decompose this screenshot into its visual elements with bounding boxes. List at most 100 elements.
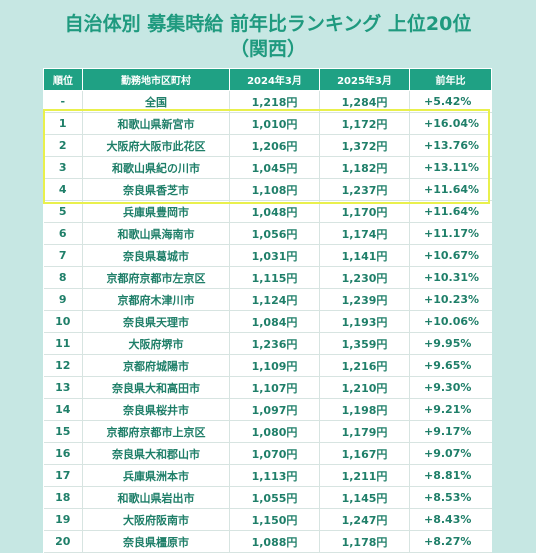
rank-cell: 18: [43, 486, 83, 509]
table-row: 2 大阪府大阪市此花区 1,206円 1,372円 +13.76%: [43, 134, 492, 157]
value-2024-cell: 1,080円: [229, 420, 320, 443]
header-rank: 順位: [43, 68, 83, 91]
value-2025-cell: 1,237円: [319, 178, 410, 201]
yoy-cell: +8.81%: [409, 464, 492, 487]
city-cell: 兵庫県洲本市: [82, 464, 230, 487]
yoy-cell: +9.21%: [409, 398, 492, 421]
table-row: 5 兵庫県豊岡市 1,048円 1,170円 +11.64%: [43, 200, 492, 223]
city-cell: 奈良県香芝市: [82, 178, 230, 201]
city-cell: 京都府城陽市: [82, 354, 230, 377]
value-2024-cell: 1,113円: [229, 464, 320, 487]
value-2025-cell: 1,210円: [319, 376, 410, 399]
page-title: 自治体別 募集時給 前年比ランキング 上位20位: [64, 13, 472, 35]
yoy-cell: +11.17%: [409, 222, 492, 245]
yoy-cell: +8.53%: [409, 486, 492, 509]
yoy-cell: +16.04%: [409, 112, 492, 135]
value-2025-cell: 1,145円: [319, 486, 410, 509]
yoy-cell: +9.17%: [409, 420, 492, 443]
rank-cell: 16: [43, 442, 83, 465]
rank-cell: 4: [43, 178, 83, 201]
rank-cell: 20: [43, 530, 83, 553]
yoy-cell: +9.30%: [409, 376, 492, 399]
rank-cell: 15: [43, 420, 83, 443]
header-2024: 2024年3月: [229, 68, 320, 91]
rank-cell: 3: [43, 156, 83, 179]
table-row: 14 奈良県桜井市 1,097円 1,198円 +9.21%: [43, 398, 492, 421]
yoy-cell: +13.76%: [409, 134, 492, 157]
value-2025-cell: 1,167円: [319, 442, 410, 465]
rank-cell: 9: [43, 288, 83, 311]
city-cell: 全国: [82, 90, 230, 113]
value-2025-cell: 1,198円: [319, 398, 410, 421]
value-2025-cell: 1,372円: [319, 134, 410, 157]
value-2024-cell: 1,084円: [229, 310, 320, 333]
value-2024-cell: 1,218円: [229, 90, 320, 113]
value-2025-cell: 1,172円: [319, 112, 410, 135]
rank-cell: 7: [43, 244, 83, 267]
table-row: 11 大阪府堺市 1,236円 1,359円 +9.95%: [43, 332, 492, 355]
rank-cell: 1: [43, 112, 83, 135]
city-cell: 和歌山県海南市: [82, 222, 230, 245]
rank-cell: 14: [43, 398, 83, 421]
yoy-cell: +10.06%: [409, 310, 492, 333]
header-2025: 2025年3月: [319, 68, 410, 91]
value-2024-cell: 1,124円: [229, 288, 320, 311]
rank-cell: 10: [43, 310, 83, 333]
yoy-cell: +8.27%: [409, 530, 492, 553]
yoy-cell: +10.31%: [409, 266, 492, 289]
city-cell: 大阪府大阪市此花区: [82, 134, 230, 157]
page-subtitle: （関西）: [229, 38, 306, 60]
ranking-table: 順位 勤務地市区町村 2024年3月 2025年3月 前年比 - 全国 1,218円…: [43, 68, 492, 553]
city-cell: 大阪府堺市: [82, 332, 230, 355]
rank-cell: 6: [43, 222, 83, 245]
value-2024-cell: 1,045円: [229, 156, 320, 179]
value-2025-cell: 1,193円: [319, 310, 410, 333]
rank-cell: -: [43, 90, 83, 113]
table-row: 17 兵庫県洲本市 1,113円 1,211円 +8.81%: [43, 464, 492, 487]
yoy-cell: +9.65%: [409, 354, 492, 377]
table-row: 15 京都府京都市上京区 1,080円 1,179円 +9.17%: [43, 420, 492, 443]
value-2024-cell: 1,236円: [229, 332, 320, 355]
value-2024-cell: 1,097円: [229, 398, 320, 421]
value-2025-cell: 1,182円: [319, 156, 410, 179]
city-cell: 奈良県大和高田市: [82, 376, 230, 399]
yoy-cell: +10.23%: [409, 288, 492, 311]
value-2025-cell: 1,178円: [319, 530, 410, 553]
value-2025-cell: 1,211円: [319, 464, 410, 487]
table-row: 18 和歌山県岩出市 1,055円 1,145円 +8.53%: [43, 486, 492, 509]
table-row: 3 和歌山県紀の川市 1,045円 1,182円 +13.11%: [43, 156, 492, 179]
rank-cell: 5: [43, 200, 83, 223]
table-row: 13 奈良県大和高田市 1,107円 1,210円 +9.30%: [43, 376, 492, 399]
table-row: 10 奈良県天理市 1,084円 1,193円 +10.06%: [43, 310, 492, 333]
value-2024-cell: 1,088円: [229, 530, 320, 553]
table-row: 12 京都府城陽市 1,109円 1,216円 +9.65%: [43, 354, 492, 377]
city-cell: 京都府京都市左京区: [82, 266, 230, 289]
table-body: - 全国 1,218円 1,284円 +5.42% 1 和歌山県新宮市 1,010円 1,172…: [43, 90, 492, 553]
value-2025-cell: 1,239円: [319, 288, 410, 311]
yoy-cell: +5.42%: [409, 90, 492, 113]
value-2024-cell: 1,107円: [229, 376, 320, 399]
city-cell: 奈良県桜井市: [82, 398, 230, 421]
table-row-national: - 全国 1,218円 1,284円 +5.42%: [43, 90, 492, 113]
yoy-cell: +13.11%: [409, 156, 492, 179]
value-2024-cell: 1,055円: [229, 486, 320, 509]
value-2024-cell: 1,048円: [229, 200, 320, 223]
rank-cell: 12: [43, 354, 83, 377]
city-cell: 奈良県葛城市: [82, 244, 230, 267]
value-2024-cell: 1,108円: [229, 178, 320, 201]
value-2025-cell: 1,174円: [319, 222, 410, 245]
city-cell: 和歌山県紀の川市: [82, 156, 230, 179]
value-2025-cell: 1,359円: [319, 332, 410, 355]
city-cell: 和歌山県新宮市: [82, 112, 230, 135]
city-cell: 和歌山県岩出市: [82, 486, 230, 509]
table-header-row: 順位 勤務地市区町村 2024年3月 2025年3月 前年比: [43, 68, 492, 91]
value-2024-cell: 1,115円: [229, 266, 320, 289]
rank-cell: 11: [43, 332, 83, 355]
yoy-cell: +11.64%: [409, 200, 492, 223]
value-2025-cell: 1,141円: [319, 244, 410, 267]
value-2024-cell: 1,109円: [229, 354, 320, 377]
city-cell: 京都府木津川市: [82, 288, 230, 311]
yoy-cell: +9.07%: [409, 442, 492, 465]
rank-cell: 2: [43, 134, 83, 157]
table-row: 6 和歌山県海南市 1,056円 1,174円 +11.17%: [43, 222, 492, 245]
